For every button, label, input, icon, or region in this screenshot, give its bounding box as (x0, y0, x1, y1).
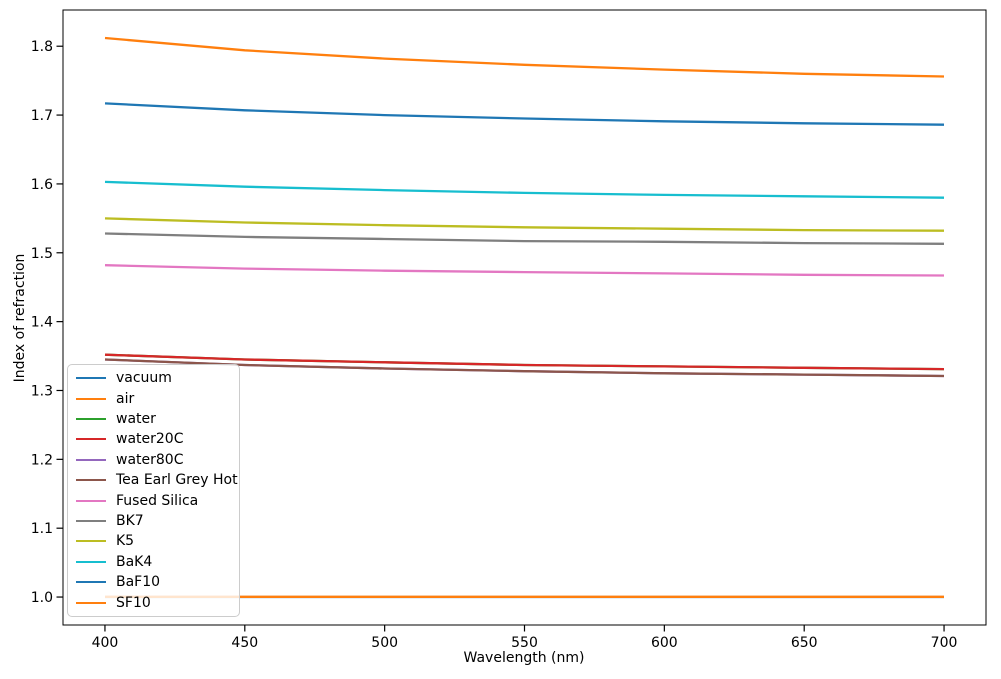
legend-label: Fused Silica (116, 492, 199, 509)
series-line-baf10 (104, 102, 945, 126)
y-tick-label: 1.0 (31, 590, 53, 606)
legend-label: SF10 (116, 594, 151, 611)
legend-line-swatch (76, 560, 106, 563)
y-tick-label: 1.1 (31, 521, 53, 537)
legend-item-baf10: BaF10 (68, 572, 239, 592)
legend-line-swatch (76, 418, 106, 421)
y-tick-label: 1.5 (31, 246, 53, 262)
legend-line-swatch (76, 601, 106, 604)
y-tick-label: 1.2 (31, 452, 53, 468)
x-tick-label: 550 (511, 635, 538, 651)
legend-item-vacuum: vacuum (68, 368, 239, 388)
x-tick-label: 700 (931, 635, 958, 651)
legend-item-bk7: BK7 (68, 511, 239, 531)
legend-label: water20C (116, 431, 184, 448)
legend-line-swatch (76, 520, 106, 523)
series-line-fused-silica (104, 264, 945, 277)
legend-item-sf10: SF10 (68, 593, 239, 613)
legend-line-swatch (76, 499, 106, 502)
y-axis-label: Index of refraction (12, 253, 28, 383)
legend-item-water: water (68, 409, 239, 429)
x-tick-label: 450 (231, 635, 258, 651)
x-tick-label: 650 (791, 635, 818, 651)
legend-line-swatch (76, 581, 106, 584)
series-line-sf10 (104, 36, 945, 78)
series-line-tea-earl-grey-hot (104, 358, 945, 378)
legend-line-swatch (76, 397, 106, 400)
series-line-bk7 (104, 232, 945, 245)
y-tick-label: 1.3 (31, 383, 53, 399)
legend-item-fused-silica: Fused Silica (68, 491, 239, 511)
legend-label: air (116, 390, 135, 407)
legend-line-swatch (76, 377, 106, 380)
y-tick-label: 1.7 (31, 108, 53, 124)
x-tick-label: 600 (651, 635, 678, 651)
legend-label: water (116, 411, 156, 428)
legend-label: vacuum (116, 370, 172, 387)
y-tick-label: 1.8 (31, 39, 53, 55)
legend-item-k5: K5 (68, 531, 239, 551)
legend-item-water80c: water80C (68, 450, 239, 470)
y-tick-label: 1.6 (31, 177, 53, 193)
series-line-water20c (104, 353, 945, 371)
legend-item-water20c: water20C (68, 429, 239, 449)
legend-label: K5 (116, 533, 135, 550)
legend-line-swatch (76, 438, 106, 441)
x-tick-label: 400 (92, 635, 119, 651)
legend-line-swatch (76, 479, 106, 482)
legend-label: BaF10 (116, 574, 161, 591)
legend-label: BaK4 (116, 553, 153, 570)
legend-label: BK7 (116, 513, 144, 530)
legend-item-tea-earl-grey-hot: Tea Earl Grey Hot (68, 470, 239, 490)
y-tick-label: 1.4 (31, 315, 53, 331)
legend: vacuum air water water20C water80C Tea Earl G… (67, 364, 240, 617)
x-tick-label: 500 (371, 635, 398, 651)
legend-label: water80C (116, 451, 184, 468)
series-line-k5 (104, 217, 945, 232)
legend-line-swatch (76, 540, 106, 543)
series-line-bak4 (104, 180, 945, 199)
x-axis-label: Wavelength (nm) (463, 650, 585, 666)
legend-line-swatch (76, 458, 106, 461)
legend-label: Tea Earl Grey Hot (116, 472, 238, 489)
legend-item-air: air (68, 389, 239, 409)
legend-item-bak4: BaK4 (68, 552, 239, 572)
